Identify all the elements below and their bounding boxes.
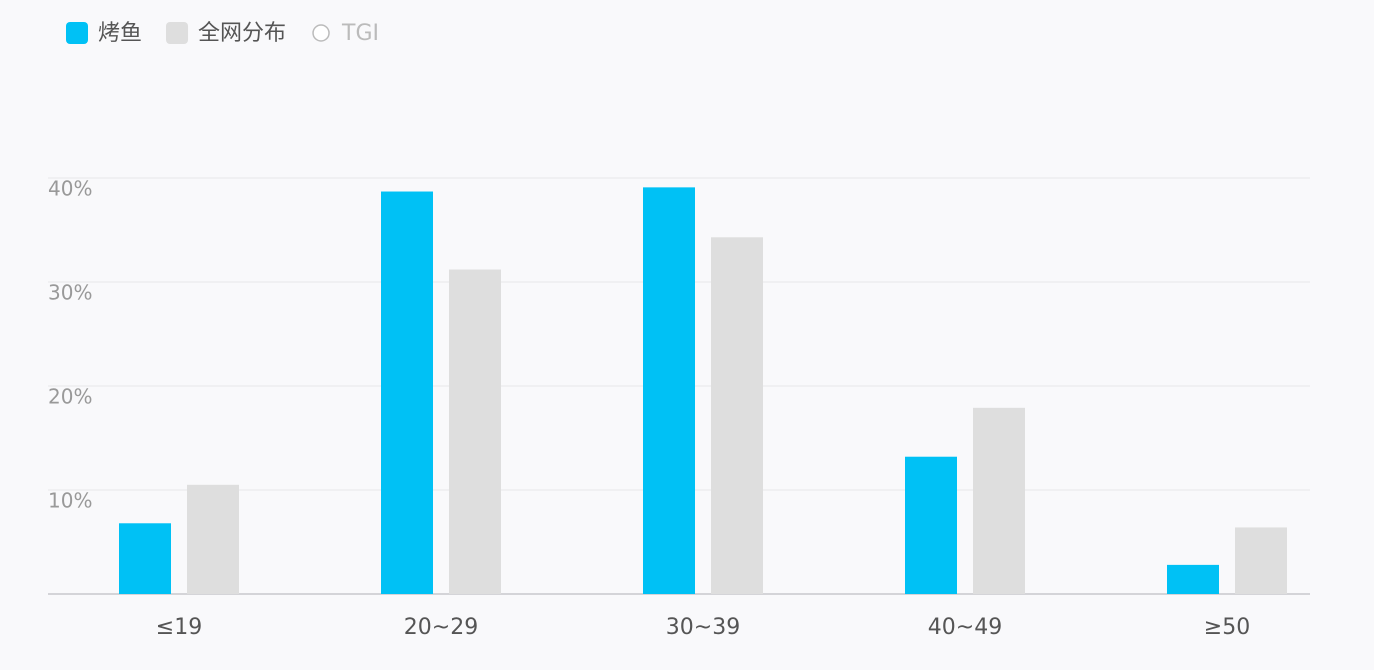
legend-label: 烤鱼: [98, 21, 142, 46]
bar: [643, 187, 695, 595]
bar: [1235, 527, 1287, 594]
legend-label: TGI: [341, 21, 379, 46]
x-tick-label: 30~39: [666, 615, 740, 640]
bar: [1167, 564, 1219, 594]
bar: [119, 523, 171, 594]
y-tick-label: 30%: [48, 281, 92, 305]
x-tick-label: 40~49: [928, 615, 1002, 640]
y-tick-label: 20%: [48, 385, 92, 409]
legend-swatch: [166, 22, 189, 44]
x-tick-label: ≥50: [1204, 615, 1250, 640]
y-tick-label: 40%: [48, 177, 92, 201]
bar: [187, 484, 239, 594]
y-tick-label: 10%: [48, 489, 92, 513]
bar: [973, 407, 1025, 594]
bar: [381, 191, 433, 594]
legend-swatch: [66, 22, 88, 44]
x-tick-label: 20~29: [404, 615, 478, 640]
legend-label: 全网分布: [198, 21, 286, 46]
bar: [711, 237, 763, 594]
bar: [449, 269, 501, 594]
bar: [905, 456, 957, 594]
x-tick-label: ≤19: [156, 615, 202, 640]
legend-swatch: [312, 24, 330, 42]
